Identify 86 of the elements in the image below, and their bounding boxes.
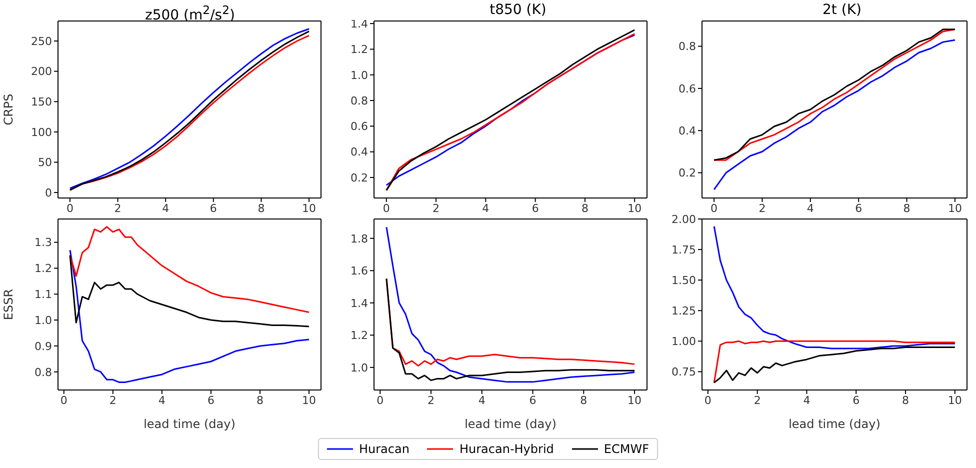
x-tick-label: 4 <box>806 202 814 215</box>
y-tick-label: 1.25 <box>672 304 696 318</box>
y-tick-label: 1.0 <box>350 361 368 374</box>
x-tick-label: 2 <box>427 394 434 407</box>
y-tick-label: 0.8 <box>34 366 52 379</box>
line-series <box>386 226 636 383</box>
y-tick-label: 1.0 <box>34 314 52 327</box>
x-tick-label: 2 <box>758 202 766 215</box>
y-tick-label: 1.3 <box>34 236 52 250</box>
x-tick-label: 4 <box>158 394 166 407</box>
y-tick-label: 1.2 <box>350 329 368 342</box>
legend-label: Huracan <box>358 442 410 456</box>
y-tick-label: 1.1 <box>34 288 52 302</box>
x-tick-label: 4 <box>162 202 170 215</box>
x-tick-label: 6 <box>529 394 536 407</box>
x-tick-label: 6 <box>210 202 217 215</box>
y-tick-label: 0 <box>45 186 52 200</box>
line-series <box>713 39 956 190</box>
y-tick-label: 0.2 <box>350 171 368 184</box>
x-tick-label: 8 <box>581 202 588 215</box>
x-axis-title: lead time (day) <box>144 417 236 431</box>
y-tick-label: 1.2 <box>350 43 368 56</box>
y-tick-label: 1.6 <box>350 264 368 278</box>
x-tick-label: 0 <box>704 394 712 407</box>
y-tick-label: 1.0 <box>350 68 368 82</box>
x-tick-label: 8 <box>256 394 264 407</box>
x-axis-title: lead time (day) <box>464 417 556 431</box>
y-tick-label: 0.9 <box>34 340 52 353</box>
y-axis-title: CRPS <box>1 94 16 126</box>
y-tick-label: 1.2 <box>34 262 52 276</box>
legend-label: Huracan-Hybrid <box>459 442 554 456</box>
x-tick-label: 6 <box>207 394 214 407</box>
x-tick-label: 6 <box>532 202 539 215</box>
y-tick-label: 0.8 <box>350 94 368 108</box>
chart-title: 2t (K) <box>822 1 862 20</box>
x-tick-label: 0 <box>710 202 718 215</box>
line-series <box>69 254 310 328</box>
x-tick-label: 2 <box>432 202 440 215</box>
x-tick-label: 10 <box>628 202 642 215</box>
y-tick-label: 250 <box>31 34 52 48</box>
x-tick-label: 10 <box>302 394 316 407</box>
x-tick-label: 6 <box>852 394 860 407</box>
y-tick-label: 1.00 <box>672 335 696 348</box>
y-tick-label: 0.8 <box>678 40 696 54</box>
x-tick-label: 0 <box>66 202 74 215</box>
x-tick-label: 0 <box>376 394 384 407</box>
x-axis-title: lead time (day) <box>788 417 880 431</box>
x-tick-label: 10 <box>628 394 642 407</box>
x-tick-label: 10 <box>948 202 962 215</box>
x-tick-label: 10 <box>302 202 316 215</box>
x-tick-label: 2 <box>109 394 116 407</box>
y-tick-label: 1.75 <box>672 243 696 256</box>
line-series <box>713 226 956 350</box>
x-tick-label: 4 <box>478 394 486 407</box>
x-tick-label: 2 <box>754 394 761 407</box>
x-tick-label: 8 <box>902 394 910 407</box>
y-tick-label: 0.4 <box>678 124 696 138</box>
x-tick-label: 0 <box>382 202 390 215</box>
x-tick-label: 8 <box>258 202 265 215</box>
y-tick-label: 0.6 <box>350 120 368 134</box>
y-tick-label: 0.4 <box>350 146 368 159</box>
y-tick-label: 0.2 <box>678 166 696 180</box>
x-tick-label: 4 <box>482 202 490 215</box>
y-tick-label: 0.6 <box>678 82 696 96</box>
x-tick-label: 8 <box>903 202 910 215</box>
line-series <box>69 249 310 383</box>
y-tick-label: 100 <box>31 126 52 139</box>
legend-label: ECMWF <box>604 442 649 456</box>
y-axis-title: ESSR <box>1 288 16 320</box>
x-tick-label: 6 <box>855 202 862 215</box>
x-tick-label: 0 <box>60 394 68 407</box>
y-tick-label: 50 <box>38 156 52 170</box>
y-tick-label: 150 <box>31 96 52 109</box>
line-series <box>713 28 956 161</box>
x-tick-label: 10 <box>948 394 962 407</box>
chart-title: t850 (K) <box>490 2 546 18</box>
line-series <box>69 226 310 314</box>
x-tick-label: 8 <box>580 394 588 407</box>
x-tick-label: 4 <box>803 394 810 407</box>
y-tick-label: 200 <box>31 65 52 78</box>
y-tick-label: 1.4 <box>350 296 368 310</box>
x-tick-label: 2 <box>114 202 122 215</box>
y-tick-label: 1.50 <box>672 274 696 287</box>
y-tick-label: 1.8 <box>350 232 368 246</box>
y-tick-label: 0.75 <box>672 366 696 379</box>
y-tick-label: 2.00 <box>672 212 696 226</box>
